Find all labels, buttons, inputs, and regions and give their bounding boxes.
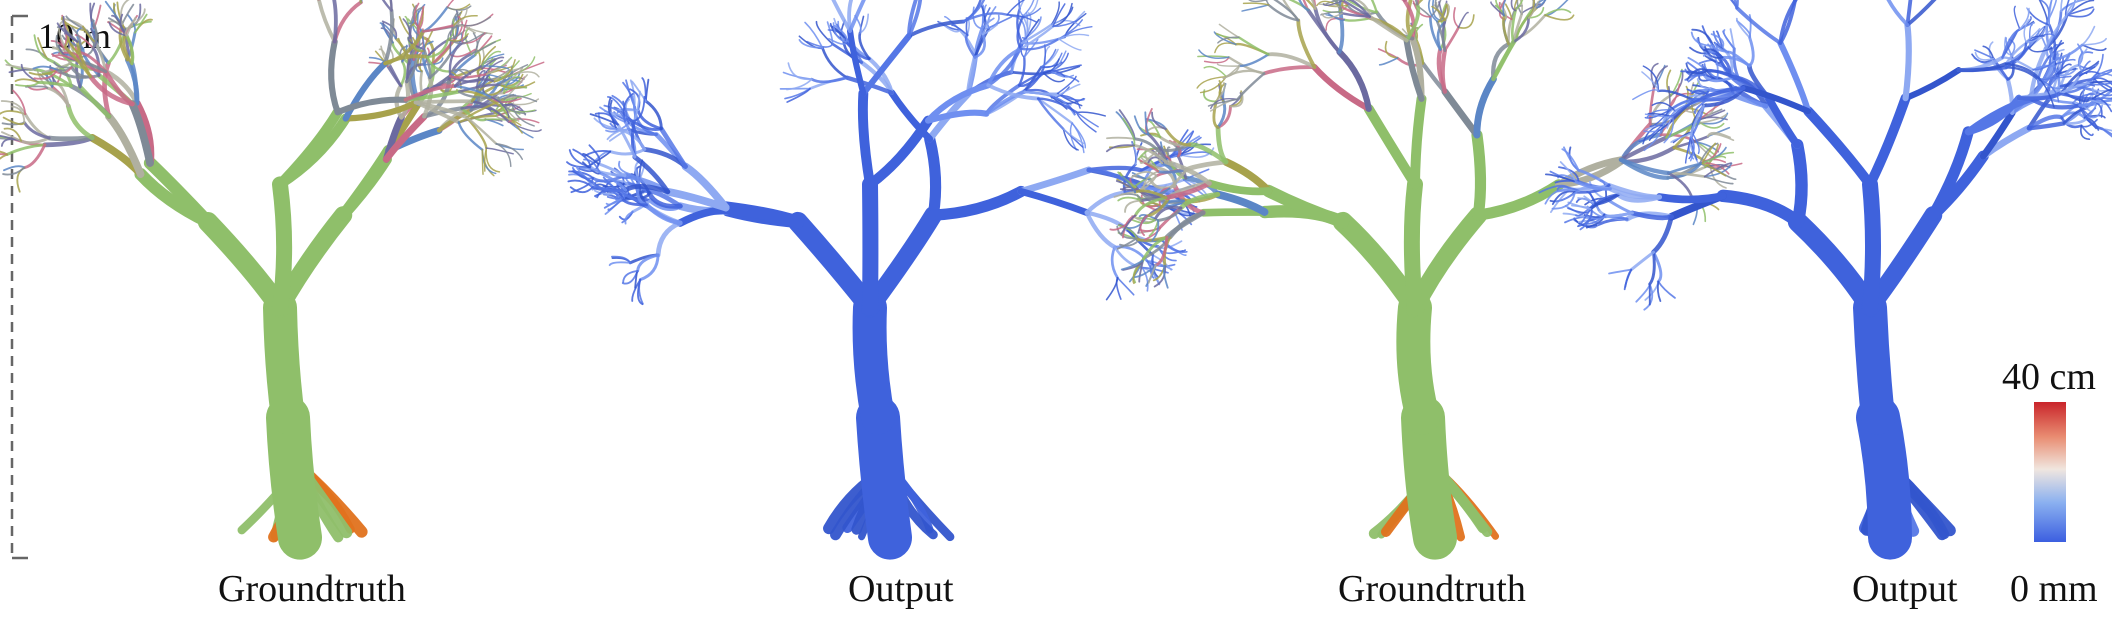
panel-caption: Groundtruth bbox=[1338, 568, 1526, 610]
tree-groundtruth-image bbox=[1105, 0, 1743, 560]
tree-panel-1 bbox=[0, 0, 580, 560]
colorbar-max-label: 40 cm bbox=[2002, 356, 2096, 398]
tree-output-image bbox=[566, 0, 1215, 560]
panel-caption: Output bbox=[848, 568, 954, 610]
panel-caption: Groundtruth bbox=[218, 568, 406, 610]
tree-panel-4 bbox=[1538, 0, 2112, 560]
tree-panel-2 bbox=[566, 0, 1215, 560]
error-colorbar bbox=[2034, 402, 2066, 542]
colorbar-min-label: 0 mm bbox=[2010, 568, 2098, 610]
tree-output-image bbox=[1538, 0, 2112, 560]
panel-caption: Output bbox=[1852, 568, 1958, 610]
tree-panel-3 bbox=[1105, 0, 1743, 560]
tree-groundtruth-image bbox=[0, 0, 545, 560]
